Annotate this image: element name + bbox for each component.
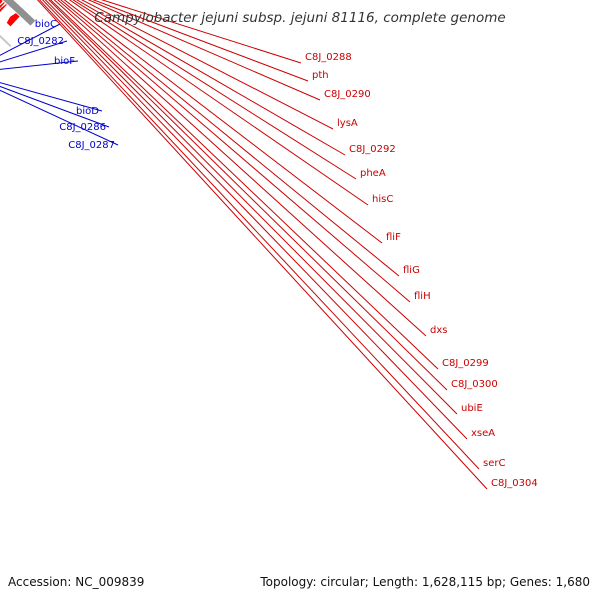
label-leader-line xyxy=(0,40,68,63)
gene-label-lysa: lysA xyxy=(337,118,358,129)
gene-label-c8j-0292: C8J_0292 xyxy=(349,144,396,155)
label-leader-line xyxy=(87,0,321,101)
genome-title: Campylobacter jejuni subsp. jejuni 81116… xyxy=(94,10,506,26)
gene-label-c8j-0288: C8J_0288 xyxy=(305,52,352,63)
cds-arrow-pth xyxy=(0,1,6,10)
cds-arrow-c8j-0288 xyxy=(0,3,8,14)
label-leader-line xyxy=(76,0,346,156)
cds-arrow-c8j-0290 xyxy=(0,0,4,5)
genome-summary-text: Topology: circular; Length: 1,628,115 bp… xyxy=(260,575,590,589)
label-leader-line xyxy=(53,0,427,337)
label-leader-line xyxy=(57,0,411,303)
label-leader-line xyxy=(42,0,468,440)
gene-label-biod: bioD xyxy=(76,106,99,117)
label-leader-line xyxy=(0,89,119,146)
backbone-outer-line xyxy=(2,0,36,26)
backbone-layer xyxy=(0,0,36,48)
label-leader-line xyxy=(44,0,458,415)
label-leader-line xyxy=(72,0,357,180)
label-leader-line xyxy=(0,23,61,56)
label-leader-line xyxy=(38,0,480,470)
label-leader-line xyxy=(63,0,383,244)
label-leader-line xyxy=(0,60,79,70)
label-leader-line xyxy=(81,0,334,130)
gene-label-c8j-0299: C8J_0299 xyxy=(442,358,489,369)
gene-label-biof: bioF xyxy=(54,56,75,67)
gene-label-hisc: hisC xyxy=(372,194,393,205)
label-leader-line xyxy=(36,0,488,490)
gene-label-serc: serC xyxy=(483,458,505,469)
label-leader-line xyxy=(0,82,103,112)
gene-label-flif: fliF xyxy=(386,232,401,243)
gene-label-c8j-0304: C8J_0304 xyxy=(491,478,538,489)
gene-label-c8j-0290: C8J_0290 xyxy=(324,89,371,100)
gene-label-xsea: xseA xyxy=(471,428,495,439)
gene-label-c8j-0286: C8J_0286 xyxy=(59,122,106,133)
label-leader-line xyxy=(92,0,309,82)
label-leader-line xyxy=(68,0,369,206)
label-leader-line xyxy=(100,0,302,64)
accession-text: Accession: NC_009839 xyxy=(8,575,145,589)
gene-label-flih: fliH xyxy=(414,291,431,302)
backbone-inner-line xyxy=(0,34,12,48)
label-leader-line xyxy=(60,0,400,277)
gene-layer xyxy=(0,0,21,28)
gene-label-c8j-0300: C8J_0300 xyxy=(451,379,498,390)
cds-arrow-unlabeled xyxy=(6,12,21,28)
gene-label-flig: fliG xyxy=(403,265,420,276)
label-leader-line xyxy=(49,0,439,370)
gene-label-bioc: bioC xyxy=(35,19,57,30)
gene-label-ubie: ubiE xyxy=(461,403,483,414)
gene-label-c8j-0282: C8J_0282 xyxy=(17,36,64,47)
gene-label-dxs: dxs xyxy=(430,325,447,336)
gene-label-phea: pheA xyxy=(360,168,386,179)
label-leader-line xyxy=(48,0,448,391)
gene-label-c8j-0287: C8J_0287 xyxy=(68,140,115,151)
gene-label-pth: pth xyxy=(312,70,329,81)
label-leader-line xyxy=(0,85,110,128)
